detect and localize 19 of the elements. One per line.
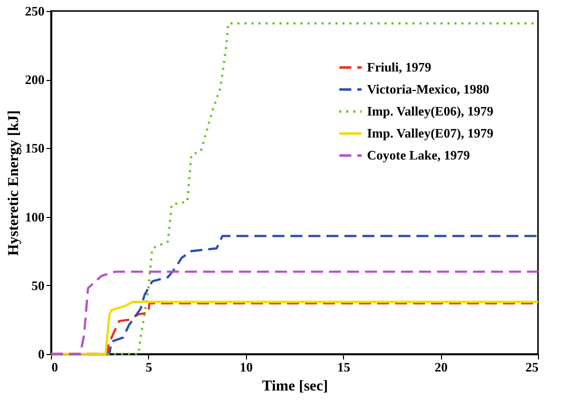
legend-label: Coyote Lake, 1979 <box>367 148 470 162</box>
x-tick-label: 5 <box>146 360 153 374</box>
legend-label: Friuli, 1979 <box>367 60 432 74</box>
x-tick-label: 15 <box>337 360 351 374</box>
y-tick-label: 200 <box>25 72 44 88</box>
y-tick-label: 0 <box>38 346 44 362</box>
x-tick-label: 0 <box>52 360 58 374</box>
x-tick-label: 25 <box>526 360 539 374</box>
y-tick-label: 150 <box>25 140 44 156</box>
legend-label: Victoria-Mexico, 1980 <box>367 82 490 96</box>
legend-label: Imp. Valley(E06), 1979 <box>367 104 494 118</box>
y-axis-title: Hysteretic Energy [kJ] <box>6 110 22 256</box>
y-tick-label: 250 <box>25 4 44 18</box>
x-axis-title: Time [sec] <box>262 378 328 394</box>
legend-label: Imp. Valley(E07), 1979 <box>367 126 494 140</box>
x-tick-label: 20 <box>434 360 448 374</box>
x-tick-label: 10 <box>240 360 253 374</box>
y-tick-label: 100 <box>25 209 44 224</box>
y-tick-label: 50 <box>32 278 44 293</box>
